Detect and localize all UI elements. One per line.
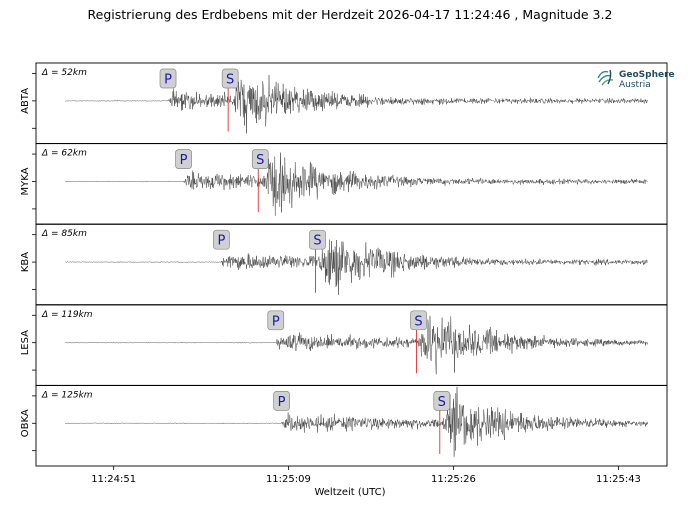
waveform-trace [64,315,648,375]
station-label: LESA [20,330,31,355]
station-label: MYKA [20,167,31,195]
distance-label: Δ = 125km [41,390,93,400]
waveform-trace [64,75,648,134]
p-pick-box [175,149,192,169]
p-pick-box [159,68,177,89]
distance-label: Δ = 52km [41,68,87,78]
p-pick-box [213,229,230,250]
p-pick-label: P [217,234,225,249]
panel-frame [35,143,668,225]
station-panel-abta: ABTA Δ = 52km P S [20,62,668,145]
x-tick-label: 11:25:43 [596,474,641,485]
s-pick-label: S [313,234,321,249]
s-pick-box [221,68,239,89]
p-pick-label: P [164,73,172,88]
p-pick-label: P [272,314,280,329]
station-panel-obka: OBKA Δ = 125km P S [20,384,668,467]
x-axis-label: Weltzeit (UTC) [314,487,385,498]
x-tick-label: 11:25:26 [431,474,476,485]
s-pick-box [410,310,427,331]
waveform-trace [64,239,648,295]
logo-sub: Austria [619,80,651,90]
s-pick-box [309,229,326,250]
p-pick-label: P [278,395,286,410]
logo-name: GeoSphere [619,70,675,80]
p-pick-label: P [180,153,188,168]
waveform-trace [65,152,648,216]
station-panel-myka: MYKA Δ = 62km P S [20,143,668,225]
distance-label: Δ = 85km [41,229,87,239]
panel-frame [35,384,668,467]
station-panel-lesa: LESA Δ = 119km P S [20,304,668,386]
p-pick-box [267,310,285,331]
panel-frame [35,223,668,306]
p-pick-box [273,391,290,411]
chart-title: Registrierung des Erdbebens mit der Herd… [88,7,613,22]
station-label: KBA [20,252,31,272]
geosphere-logo: GeoSphere Austria [597,69,675,90]
x-axis: 11:24:51 11:25:09 11:25:26 11:25:43 [91,466,641,485]
s-pick-label: S [414,314,422,329]
station-panels: ABTA Δ = 52km P S MYKA Δ = 62km P S KBA Δ = 85km P… [20,62,668,467]
s-pick-box [433,391,451,411]
distance-label: Δ = 62km [41,149,87,159]
s-pick-label: S [256,153,264,168]
station-label: OBKA [20,409,31,437]
station-panel-kba: KBA Δ = 85km P S [20,223,668,306]
panel-frame [35,304,668,386]
x-tick-label: 11:25:09 [266,474,311,485]
geosphere-logo-icon [597,69,614,86]
x-tick-label: 11:24:51 [91,474,136,485]
waveform-trace [64,386,648,457]
distance-label: Δ = 119km [41,310,93,320]
station-label: ABTA [20,88,31,114]
s-pick-box [251,149,269,169]
s-pick-label: S [226,73,234,88]
s-pick-label: S [438,395,446,410]
